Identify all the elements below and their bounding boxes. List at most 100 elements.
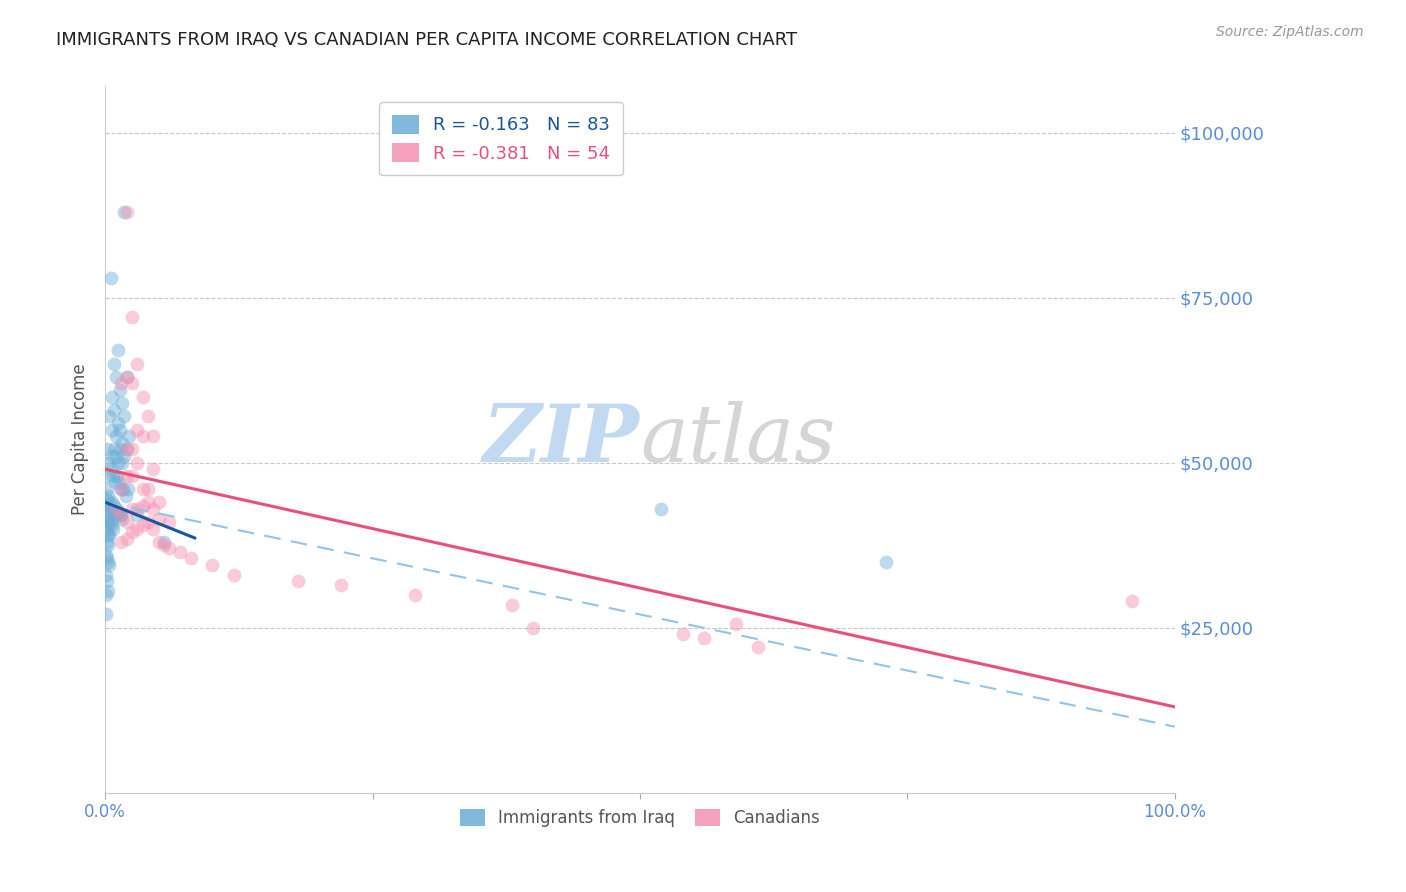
Point xyxy=(115,442,138,457)
Point xyxy=(101,468,124,483)
Point xyxy=(98,558,121,572)
Point xyxy=(121,310,143,325)
Point xyxy=(110,508,132,523)
Point xyxy=(96,524,118,539)
Point xyxy=(103,357,125,371)
Point xyxy=(110,376,132,391)
Point xyxy=(108,383,131,397)
Point xyxy=(100,423,122,437)
Point xyxy=(127,508,149,523)
Point xyxy=(100,449,122,463)
Point xyxy=(127,357,149,371)
Point xyxy=(107,508,129,523)
Point xyxy=(875,555,897,569)
Point xyxy=(115,369,138,384)
Point xyxy=(136,482,159,496)
Point xyxy=(142,501,165,516)
Point xyxy=(100,515,122,529)
Point xyxy=(127,423,149,437)
Text: IMMIGRANTS FROM IRAQ VS CANADIAN PER CAPITA INCOME CORRELATION CHART: IMMIGRANTS FROM IRAQ VS CANADIAN PER CAP… xyxy=(56,31,797,49)
Point xyxy=(115,468,138,483)
Point xyxy=(96,588,118,602)
Point xyxy=(131,390,153,404)
Point xyxy=(96,551,118,566)
Point xyxy=(96,512,118,526)
Point xyxy=(96,522,118,536)
Point xyxy=(108,508,131,523)
Point xyxy=(97,499,120,513)
Point xyxy=(114,409,136,424)
Point xyxy=(127,522,149,536)
Point xyxy=(96,501,118,516)
Point xyxy=(98,515,121,529)
Point xyxy=(97,515,120,529)
Point xyxy=(127,501,149,516)
Point xyxy=(104,369,127,384)
Point xyxy=(96,482,118,496)
Point xyxy=(103,442,125,457)
Point xyxy=(96,548,118,562)
Point xyxy=(222,567,245,582)
Point xyxy=(104,449,127,463)
Point xyxy=(136,409,159,424)
Point xyxy=(111,512,134,526)
Point xyxy=(104,501,127,516)
Point xyxy=(115,204,138,219)
Point xyxy=(104,475,127,490)
Point xyxy=(650,501,672,516)
Point xyxy=(1121,594,1143,608)
Point xyxy=(111,396,134,410)
Point xyxy=(121,468,143,483)
Point xyxy=(131,429,153,443)
Point xyxy=(100,495,122,509)
Point xyxy=(96,442,118,457)
Point xyxy=(121,442,143,457)
Point xyxy=(96,491,118,506)
Point xyxy=(101,522,124,536)
Text: Source: ZipAtlas.com: Source: ZipAtlas.com xyxy=(1216,25,1364,39)
Point xyxy=(115,532,138,546)
Point xyxy=(131,518,153,533)
Point xyxy=(142,429,165,443)
Point xyxy=(169,545,191,559)
Point xyxy=(96,574,118,589)
Point xyxy=(98,456,121,470)
Point xyxy=(148,495,170,509)
Point xyxy=(105,468,128,483)
Point xyxy=(105,505,128,519)
Point xyxy=(98,409,121,424)
Point xyxy=(115,515,138,529)
Point xyxy=(98,495,121,509)
Point xyxy=(96,567,118,582)
Point xyxy=(97,538,120,552)
Point xyxy=(97,528,120,542)
Point xyxy=(725,617,748,632)
Point xyxy=(121,376,143,391)
Point xyxy=(404,588,426,602)
Point xyxy=(100,390,122,404)
Point xyxy=(107,416,129,430)
Text: atlas: atlas xyxy=(640,401,835,478)
Point xyxy=(121,501,143,516)
Point xyxy=(127,456,149,470)
Point xyxy=(121,524,143,539)
Point xyxy=(693,631,716,645)
Point xyxy=(108,442,131,457)
Point xyxy=(110,534,132,549)
Point xyxy=(100,518,122,533)
Point xyxy=(97,468,120,483)
Point xyxy=(180,551,202,566)
Point xyxy=(118,429,141,443)
Point xyxy=(114,449,136,463)
Point xyxy=(108,423,131,437)
Point xyxy=(101,501,124,516)
Point xyxy=(97,584,120,599)
Point xyxy=(287,574,309,589)
Point xyxy=(136,515,159,529)
Point xyxy=(98,528,121,542)
Y-axis label: Per Capita Income: Per Capita Income xyxy=(72,364,89,516)
Point xyxy=(157,515,180,529)
Point xyxy=(747,640,769,655)
Point xyxy=(111,456,134,470)
Point xyxy=(108,505,131,519)
